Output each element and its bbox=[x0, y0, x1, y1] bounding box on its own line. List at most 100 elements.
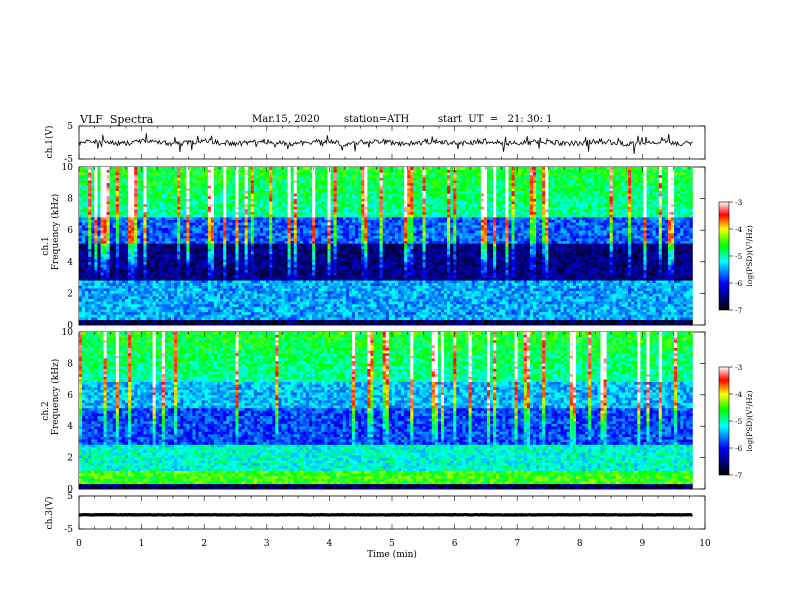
ch1-spectrogram-cell bbox=[312, 309, 315, 312]
ch1-spectrogram-cell bbox=[186, 317, 189, 320]
ch1-spectrogram-cell bbox=[196, 314, 199, 317]
ch1-spectrogram-cell bbox=[134, 309, 137, 312]
ch1-spectrogram-cell bbox=[573, 312, 576, 315]
ch1-spectrogram-cell bbox=[122, 312, 125, 315]
ch1-spectrogram-cell bbox=[389, 322, 392, 325]
ch1-spectrogram-cell bbox=[150, 314, 153, 317]
ch1-spectrogram-cell bbox=[370, 307, 373, 310]
ch1-spectrogram-cell bbox=[613, 314, 616, 317]
ch1-spectrogram-cell bbox=[232, 307, 235, 310]
ch1-spectrogram-cell bbox=[254, 317, 257, 320]
ch1-spectrogram-cell bbox=[196, 320, 199, 323]
ch1-spectrogram-ytick-label: 8 bbox=[67, 195, 73, 205]
ch1-spectrogram-cell bbox=[582, 317, 585, 320]
ch1-spectrogram-cell bbox=[386, 317, 389, 320]
ch1-spectrogram-cell bbox=[444, 309, 447, 312]
ch1-spectrogram-cell bbox=[594, 322, 597, 325]
ch1-spectrogram-cell bbox=[438, 317, 441, 320]
ch1-spectrogram-cell bbox=[490, 309, 493, 312]
ch1-spectrogram-cell bbox=[515, 309, 518, 312]
ch1-spectrogram-cell bbox=[312, 320, 315, 323]
ch1-spectrogram-cell bbox=[680, 322, 683, 325]
ch1-spectrogram-cell bbox=[251, 314, 254, 317]
ch1-spectrogram-cell bbox=[254, 322, 257, 325]
ch1-spectrogram-cell bbox=[300, 309, 303, 312]
ch1-spectrogram-cell bbox=[355, 320, 358, 323]
ch1-spectrogram-cell bbox=[554, 317, 557, 320]
ch1-spectrogram-cell bbox=[459, 309, 462, 312]
ch1-spectrogram-cell bbox=[153, 320, 156, 323]
ch1-spectrogram-cell bbox=[192, 314, 195, 317]
ch1-spectrogram-cell bbox=[490, 312, 493, 315]
ch1-spectrogram-cell bbox=[392, 320, 395, 323]
ch1-spectrogram-cell bbox=[650, 309, 653, 312]
ch1-spectrogram-cell bbox=[177, 309, 180, 312]
ch1-spectrogram-cell bbox=[564, 320, 567, 323]
ch1-spectrogram-cell bbox=[536, 317, 539, 320]
ch1-spectrogram-cell bbox=[146, 320, 149, 323]
ch1-spectrogram-cell bbox=[104, 307, 107, 310]
ch1-spectrogram-ytick-label: 6 bbox=[67, 226, 73, 236]
ch1-spectrogram-cell bbox=[410, 322, 413, 325]
ch1-spectrogram-cell bbox=[183, 307, 186, 310]
ch1-spectrogram-cell bbox=[662, 317, 665, 320]
ch1-spectrogram-cell bbox=[217, 314, 220, 317]
ch1-spectrogram-cell bbox=[459, 312, 462, 315]
ch1-spectrogram-cell bbox=[260, 307, 263, 310]
ch1-spectrogram-cell bbox=[122, 320, 125, 323]
ch1-spectrogram-cell bbox=[189, 307, 192, 310]
ch1-spectrogram-cell bbox=[607, 322, 610, 325]
ch1-spectrogram-cell bbox=[303, 307, 306, 310]
ch1-spectrogram-cell bbox=[321, 320, 324, 323]
ch1-spectrogram-cell bbox=[349, 307, 352, 310]
ch1-spectrogram-cell bbox=[533, 320, 536, 323]
ch1-spectrogram-cell bbox=[229, 309, 232, 312]
ch1-spectrogram-cell bbox=[493, 307, 496, 310]
ch1-spectrogram-cell bbox=[499, 320, 502, 323]
ch1-spectrogram-cell bbox=[288, 317, 291, 320]
ch1-spectrogram-cell bbox=[398, 320, 401, 323]
ch1-spectrogram-cell bbox=[266, 314, 269, 317]
ch1-spectrogram-cell bbox=[438, 320, 441, 323]
ch1-spectrogram-cell bbox=[662, 312, 665, 315]
ch1-spectrogram-cell bbox=[582, 314, 585, 317]
ch1-spectrogram-cell bbox=[269, 320, 272, 323]
ch1-spectrogram-cell bbox=[131, 309, 134, 312]
ch1-spectrogram-cell bbox=[597, 320, 600, 323]
ch1-spectrogram-cell bbox=[459, 317, 462, 320]
ch1-spectrogram-cell bbox=[306, 314, 309, 317]
ch1-spectrogram-cell bbox=[561, 317, 564, 320]
ch1-spectrogram-cell bbox=[223, 317, 226, 320]
ch1-spectrogram-cell bbox=[346, 317, 349, 320]
ch1-spectrogram-cell bbox=[554, 307, 557, 310]
ch1-spectrogram-cell bbox=[653, 317, 656, 320]
ch1-spectrogram-cell bbox=[192, 309, 195, 312]
ch1-spectrogram-cell bbox=[530, 312, 533, 315]
ch1-spectrogram-cell bbox=[275, 312, 278, 315]
ch1-spectrogram-cell bbox=[355, 312, 358, 315]
ch1-spectrogram-cell bbox=[518, 309, 521, 312]
ch1-spectrogram-cell bbox=[542, 317, 545, 320]
ch1-spectrogram-cell bbox=[88, 312, 91, 315]
ch1-spectrogram-cell bbox=[432, 307, 435, 310]
ch1-spectrogram-cell bbox=[502, 307, 505, 310]
ch1-spectrogram-cell bbox=[419, 309, 422, 312]
ch1-spectrogram-cell bbox=[582, 312, 585, 315]
ch1-spectrogram-cell bbox=[591, 314, 594, 317]
ch1-spectrogram-cell bbox=[260, 312, 263, 315]
ch1-spectrogram-cell bbox=[674, 314, 677, 317]
ch1-spectrogram-cell bbox=[177, 322, 180, 325]
ch1-spectrogram-cell bbox=[162, 312, 165, 315]
ch1-spectrogram-cell bbox=[453, 312, 456, 315]
ch1-spectrogram-cell bbox=[180, 314, 183, 317]
ch1-spectrogram-cell bbox=[315, 322, 318, 325]
ch1-spectrogram-cell bbox=[487, 320, 490, 323]
ch1-spectrogram-cell bbox=[343, 309, 346, 312]
ch1-waveform-ytick-label: 5 bbox=[67, 122, 73, 132]
ch1-spectrogram-cell bbox=[171, 317, 174, 320]
ch1-spectrogram-cell bbox=[524, 314, 527, 317]
ch1-spectrogram-cell bbox=[521, 314, 524, 317]
ch1-spectrogram-cell bbox=[545, 317, 548, 320]
ch1-spectrogram-cell bbox=[294, 317, 297, 320]
ch1-spectrogram-cell bbox=[334, 307, 337, 310]
